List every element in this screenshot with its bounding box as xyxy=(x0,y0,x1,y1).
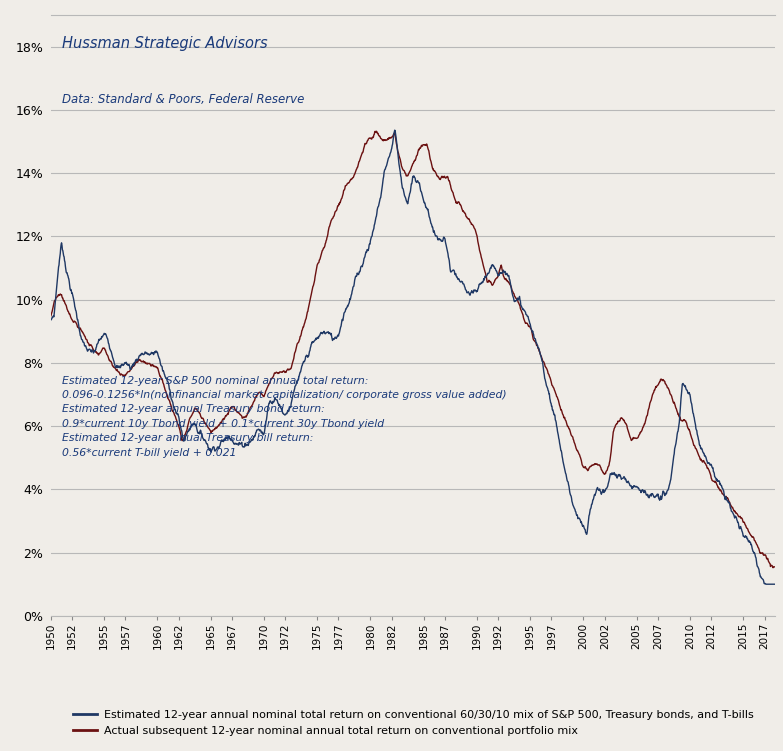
Text: Estimated 12-year S&P 500 nominal annual total return:
0.096-0.1256*ln(nonfinanc: Estimated 12-year S&P 500 nominal annual… xyxy=(62,376,507,457)
Legend: Estimated 12-year annual nominal total return on conventional 60/30/10 mix of S&: Estimated 12-year annual nominal total r… xyxy=(68,705,758,740)
Text: Hussman Strategic Advisors: Hussman Strategic Advisors xyxy=(62,36,267,51)
Text: Data: Standard & Poors, Federal Reserve: Data: Standard & Poors, Federal Reserve xyxy=(62,93,304,106)
